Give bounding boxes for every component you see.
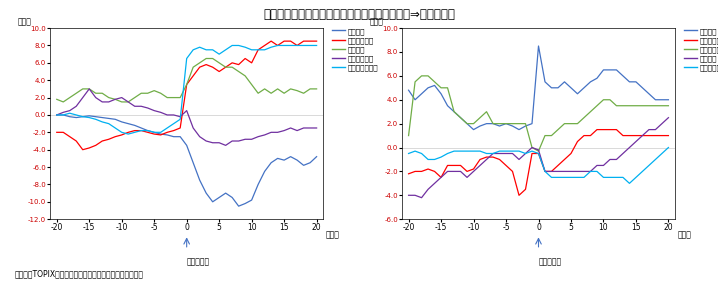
Legend: 日立金属, 神戸製鋼所, ジェイテクト, 京成電鉄, 八十二銀行: 日立金属, 神戸製鋼所, ジェイテクト, 京成電鉄, 八十二銀行 (684, 28, 718, 71)
Text: 決算発表日: 決算発表日 (187, 257, 210, 266)
Text: 決算発表日: 決算発表日 (538, 257, 561, 266)
Text: （注）対TOPIX超過収益率の累計値（決算発表前日＝０）: （注）対TOPIX超過収益率の累計値（決算発表前日＝０） (14, 269, 144, 278)
Text: 【図３】本決算発表前後（短期）の株価推移　⇒　まずまず: 【図３】本決算発表前後（短期）の株価推移 ⇒ まずまず (263, 8, 455, 21)
Text: 営業日: 営業日 (678, 231, 691, 240)
Legend: デンソー, 東海旅客鉄道, 三菱電機, 豊田自動織機, 大和ハウス工業: デンソー, 東海旅客鉄道, 三菱電機, 豊田自動織機, 大和ハウス工業 (332, 28, 378, 71)
Text: 営業日: 営業日 (326, 231, 340, 240)
Text: （％）: （％） (17, 17, 32, 26)
Text: （％）: （％） (369, 17, 383, 26)
